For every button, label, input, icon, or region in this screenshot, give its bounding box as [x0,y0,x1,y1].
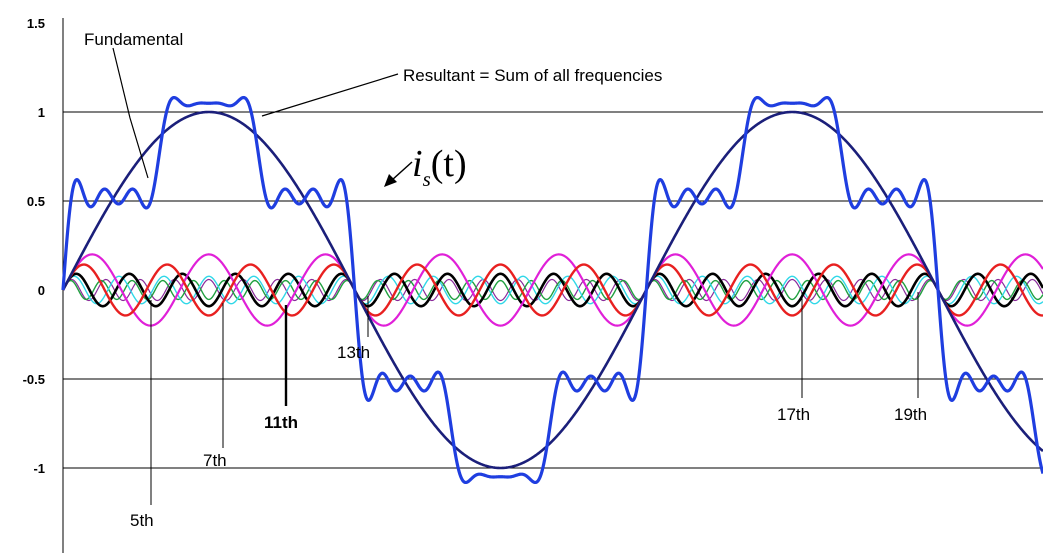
series-layer [61,95,1043,485]
h7-label: 7th [203,451,227,470]
series-line-h13 [62,275,1043,305]
annotation-leaders [112,47,919,505]
h5-label: 5th [130,511,154,530]
h19-label: 19th [894,405,927,424]
fundamental-label: Fundamental [84,30,183,49]
series-line-h7 [61,263,1043,317]
y-tick-label: 1.5 [27,16,45,31]
is-main: i [412,143,423,185]
y-tick-label: -1 [33,461,45,476]
h13-label: 13th [337,343,370,362]
y-tick-label: 0 [38,283,45,298]
y-axis-ticks: 1.5 1 0.5 0 -0.5 -1 -1.5 [23,16,45,553]
y-tick-label: 1 [38,105,45,120]
resultant-leader [261,73,399,117]
h11-label: 11th [264,413,298,432]
resultant-label: Resultant = Sum of all frequencies [403,66,662,85]
is-sub: s [423,167,431,191]
series-line-resultant [61,95,1043,485]
fundamental-leader [112,47,149,179]
is-label: is(t) [412,143,467,191]
y-tick-label: -1.5 [23,550,45,553]
series-line-h11 [61,272,1043,308]
series-line-fundamental [61,110,1043,470]
series-line-h5 [62,253,1043,327]
h17-label: 17th [777,405,810,424]
y-tick-label: -0.5 [23,372,45,387]
is-arrowhead [384,174,397,187]
is-arg: (t) [431,143,467,185]
y-tick-label: 0.5 [27,194,45,209]
is-arrow-line [391,161,413,181]
